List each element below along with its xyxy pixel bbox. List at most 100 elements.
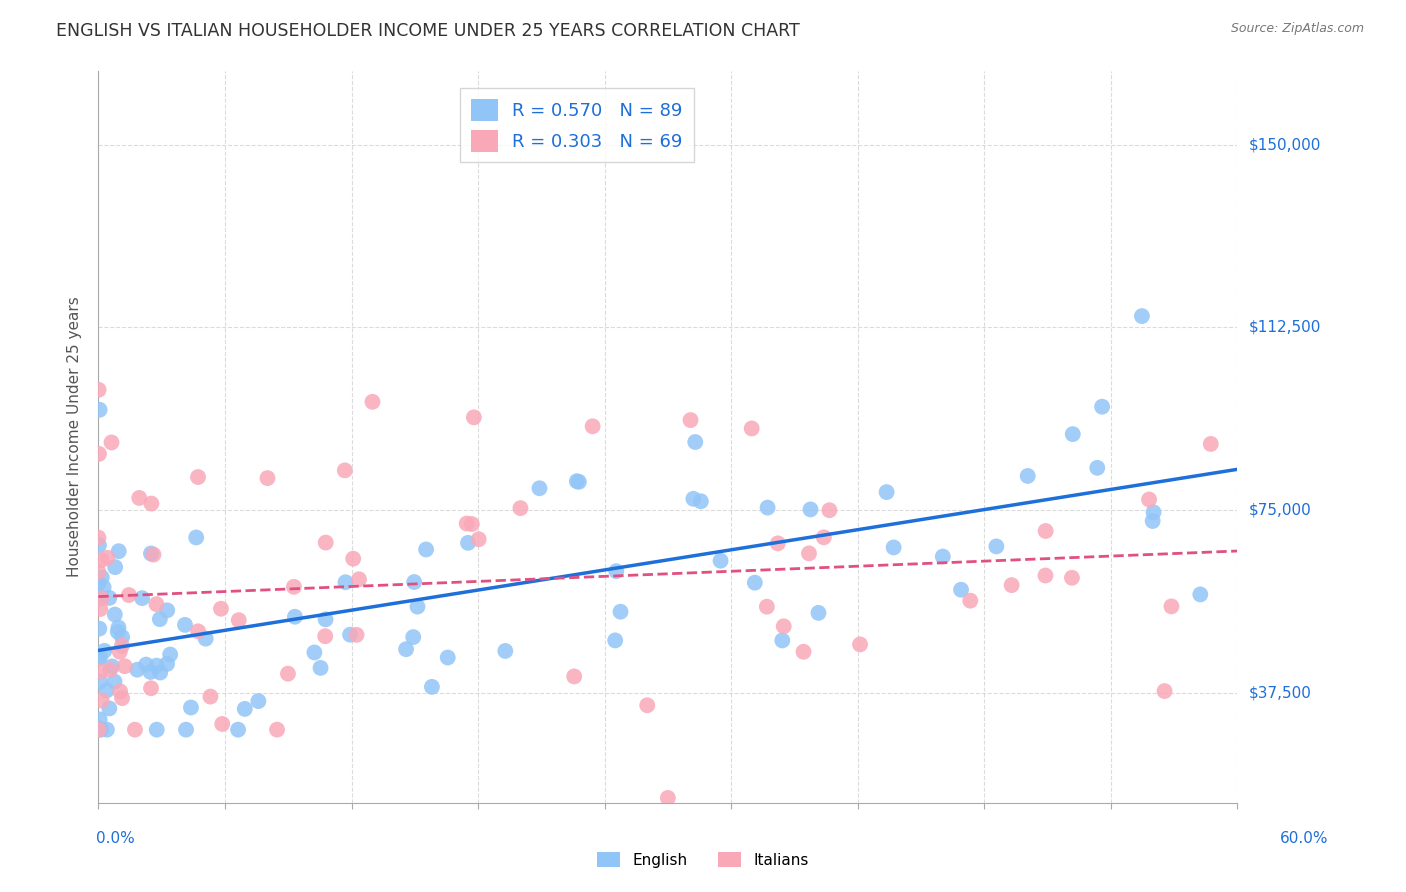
Point [90, 591, 112, 606]
Point [87, 723, 110, 737]
Point [100, 435, 122, 450]
Point [149, 665, 172, 680]
Point [139, 665, 162, 679]
Point [436, 650, 458, 665]
Point [90, 553, 112, 567]
Point [682, 491, 704, 506]
Point [87, 447, 110, 461]
Legend: English, Italians: English, Italians [591, 846, 815, 873]
Point [135, 657, 157, 672]
Point [96, 550, 118, 565]
Point [361, 394, 384, 409]
Point [98, 591, 121, 605]
Point [406, 599, 429, 614]
Point [87, 576, 110, 591]
Point [139, 547, 162, 561]
Point [849, 637, 872, 651]
Point [689, 494, 711, 508]
Point [266, 723, 288, 737]
Point [103, 674, 125, 689]
Point [87, 589, 110, 603]
Point [456, 516, 478, 531]
Point [111, 630, 134, 644]
Text: $150,000: $150,000 [1249, 137, 1320, 152]
Legend: R = 0.570   N = 89, R = 0.303   N = 69: R = 0.570 N = 89, R = 0.303 N = 69 [460, 87, 693, 162]
Point [347, 572, 370, 586]
Point [1017, 469, 1039, 483]
Point [90, 693, 112, 707]
Point [467, 533, 489, 547]
Point [1091, 400, 1114, 414]
Point [744, 575, 766, 590]
Point [108, 645, 131, 659]
Point [87, 538, 110, 552]
Point [986, 540, 1008, 554]
Point [145, 658, 167, 673]
Point [529, 481, 551, 495]
Point [813, 530, 835, 544]
Point [142, 548, 165, 562]
Point [756, 500, 779, 515]
Text: 0.0%: 0.0% [96, 831, 135, 846]
Point [1060, 571, 1083, 585]
Point [568, 475, 591, 489]
Point [89, 712, 111, 726]
Point [1199, 437, 1222, 451]
Point [309, 661, 332, 675]
Point [807, 606, 830, 620]
Point [87, 531, 110, 545]
Text: 60.0%: 60.0% [1281, 831, 1329, 846]
Point [636, 698, 658, 713]
Point [211, 717, 233, 731]
Point [228, 613, 250, 627]
Point [187, 470, 209, 484]
Point [402, 630, 425, 644]
Point [1085, 460, 1108, 475]
Point [156, 657, 179, 671]
Point [131, 591, 153, 606]
Point [194, 632, 217, 646]
Point [1035, 568, 1057, 582]
Point [200, 690, 222, 704]
Text: Source: ZipAtlas.com: Source: ZipAtlas.com [1230, 22, 1364, 36]
Point [149, 612, 172, 626]
Point [793, 645, 815, 659]
Point [755, 599, 778, 614]
Point [124, 723, 146, 737]
Text: $75,000: $75,000 [1249, 503, 1312, 517]
Point [770, 633, 793, 648]
Point [959, 593, 981, 607]
Point [89, 674, 111, 689]
Point [315, 612, 337, 626]
Point [609, 605, 631, 619]
Point [1035, 524, 1057, 538]
Point [118, 588, 141, 602]
Point [277, 666, 299, 681]
Point [1189, 587, 1212, 601]
Point [107, 624, 129, 639]
Point [226, 723, 249, 737]
Text: $112,500: $112,500 [1249, 320, 1320, 334]
Point [145, 723, 167, 737]
Point [339, 628, 361, 642]
Point [174, 618, 197, 632]
Point [876, 485, 898, 500]
Point [187, 624, 209, 639]
Point [415, 542, 437, 557]
Point [108, 684, 131, 698]
Point [98, 701, 121, 715]
Point [87, 721, 110, 735]
Point [1130, 309, 1153, 323]
Point [565, 474, 588, 488]
Point [87, 383, 110, 397]
Point [93, 644, 115, 658]
Point [932, 549, 955, 564]
Point [145, 597, 167, 611]
Point [883, 541, 905, 555]
Point [342, 551, 364, 566]
Point [420, 680, 443, 694]
Point [741, 421, 763, 435]
Point [89, 650, 111, 665]
Point [104, 607, 127, 622]
Point [562, 669, 585, 683]
